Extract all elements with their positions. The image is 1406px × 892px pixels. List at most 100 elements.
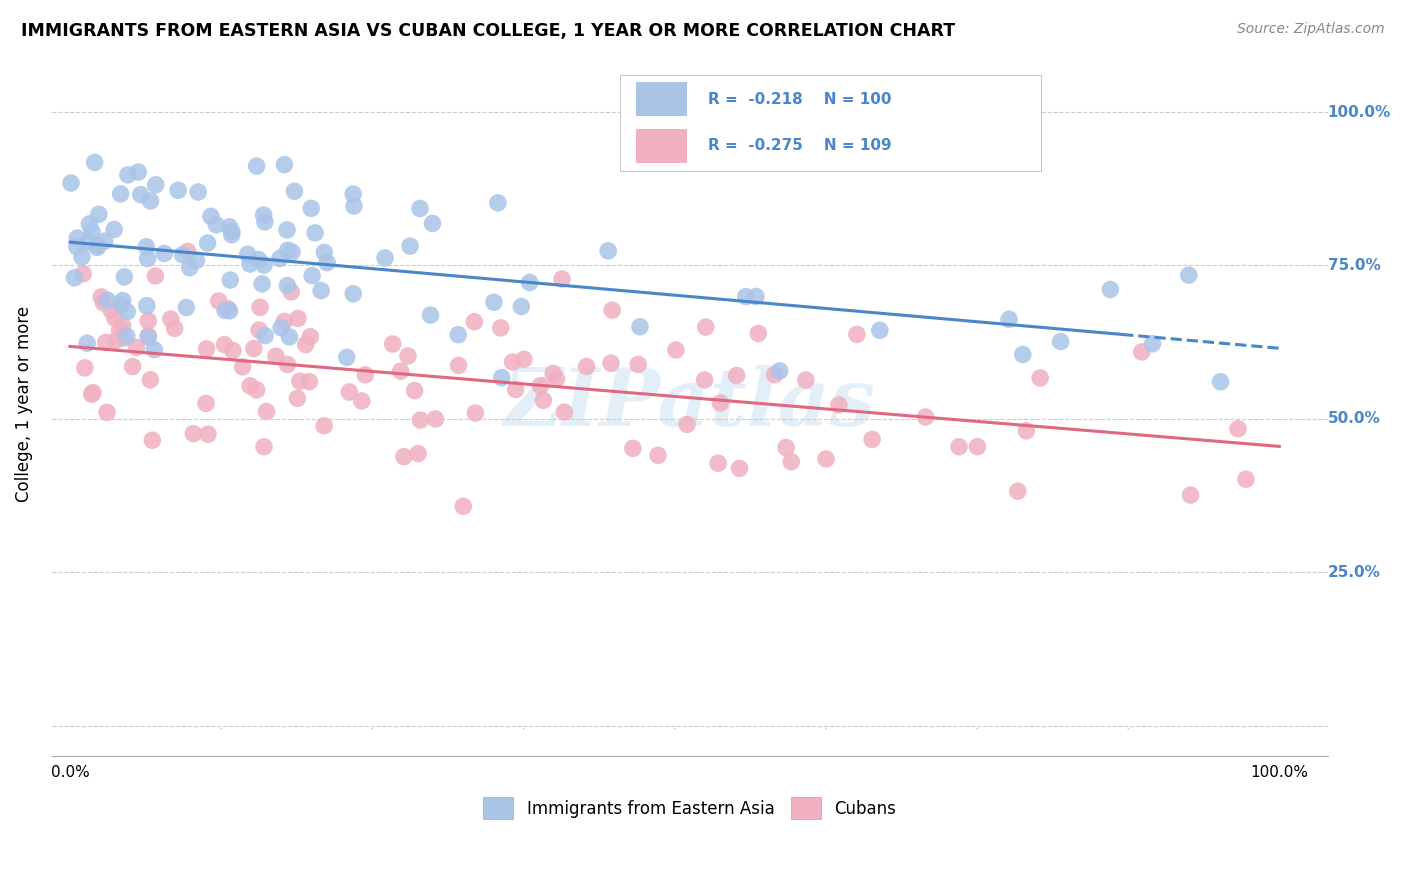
Point — [86, 240, 108, 254]
Point — [1178, 268, 1201, 282]
Point — [200, 209, 222, 223]
Point — [451, 500, 474, 514]
Point — [914, 409, 936, 424]
Point — [127, 165, 149, 179]
Point — [87, 238, 110, 252]
Point — [1029, 371, 1052, 385]
Point — [747, 326, 769, 341]
Point — [141, 434, 163, 448]
Point — [117, 168, 139, 182]
Point — [343, 199, 366, 213]
Point — [598, 244, 620, 258]
Point — [249, 301, 271, 315]
Point — [70, 250, 93, 264]
Point — [381, 337, 404, 351]
Point — [59, 176, 82, 190]
Point — [222, 343, 245, 358]
Point — [145, 268, 167, 283]
Point — [135, 240, 157, 254]
Point — [1209, 375, 1232, 389]
Point — [93, 234, 115, 248]
Point — [247, 252, 270, 267]
Point — [280, 285, 302, 299]
Point — [270, 320, 292, 334]
Point — [728, 461, 751, 475]
Point — [139, 373, 162, 387]
Point — [63, 271, 86, 285]
Text: IMMIGRANTS FROM EASTERN ASIA VS CUBAN COLLEGE, 1 YEAR OR MORE CORRELATION CHART: IMMIGRANTS FROM EASTERN ASIA VS CUBAN CO… — [21, 22, 955, 40]
Point — [83, 155, 105, 169]
Point — [1130, 345, 1153, 359]
Point — [763, 368, 786, 382]
Point — [87, 207, 110, 221]
Point — [288, 374, 311, 388]
Point — [77, 235, 100, 249]
Point — [1099, 283, 1122, 297]
Point — [111, 318, 134, 333]
Point — [309, 284, 332, 298]
Point — [136, 314, 159, 328]
Point — [197, 235, 219, 250]
Point — [336, 351, 359, 365]
Text: 100.0%: 100.0% — [1250, 765, 1309, 780]
Point — [294, 337, 316, 351]
Point — [575, 359, 598, 374]
Point — [447, 327, 470, 342]
Point — [278, 330, 301, 344]
Point — [510, 300, 533, 314]
Point — [464, 406, 486, 420]
Point — [399, 239, 422, 253]
Point — [627, 358, 650, 372]
Point — [502, 355, 524, 369]
Point — [273, 158, 295, 172]
Point — [82, 385, 104, 400]
Point — [277, 244, 299, 258]
Point — [76, 336, 98, 351]
Point — [780, 455, 803, 469]
Point — [505, 383, 527, 397]
Point — [197, 427, 219, 442]
Point — [236, 247, 259, 261]
Text: 50.0%: 50.0% — [1327, 411, 1381, 426]
Point — [529, 378, 551, 392]
Point — [600, 303, 623, 318]
Point — [551, 272, 574, 286]
Y-axis label: College, 1 year or more: College, 1 year or more — [15, 305, 32, 501]
Point — [342, 186, 364, 201]
Point — [256, 404, 278, 418]
Point — [214, 337, 236, 351]
Point — [299, 329, 322, 343]
Point — [314, 418, 336, 433]
Point — [115, 304, 138, 318]
Point — [665, 343, 688, 357]
Text: ZIPatlas: ZIPatlas — [503, 365, 876, 442]
Point — [769, 364, 792, 378]
Point — [273, 314, 295, 328]
Point — [628, 319, 651, 334]
Point — [239, 257, 262, 271]
Point — [93, 296, 115, 310]
Point — [392, 450, 415, 464]
Point — [112, 269, 135, 284]
Point — [90, 290, 112, 304]
Point — [159, 312, 181, 326]
Point — [187, 185, 209, 199]
Point — [283, 184, 305, 198]
Point — [350, 393, 373, 408]
Point — [775, 441, 797, 455]
Text: Source: ZipAtlas.com: Source: ZipAtlas.com — [1237, 22, 1385, 37]
Point — [221, 225, 243, 239]
Point — [491, 370, 513, 384]
Point — [695, 320, 717, 334]
Point — [1049, 334, 1071, 349]
Point — [709, 396, 731, 410]
Point — [143, 343, 166, 357]
Point — [243, 342, 266, 356]
Point — [1227, 422, 1250, 436]
Point — [205, 218, 228, 232]
Point — [176, 301, 198, 315]
Point — [828, 398, 851, 412]
Point — [1007, 484, 1029, 499]
Point — [531, 393, 554, 408]
Point — [337, 384, 360, 399]
